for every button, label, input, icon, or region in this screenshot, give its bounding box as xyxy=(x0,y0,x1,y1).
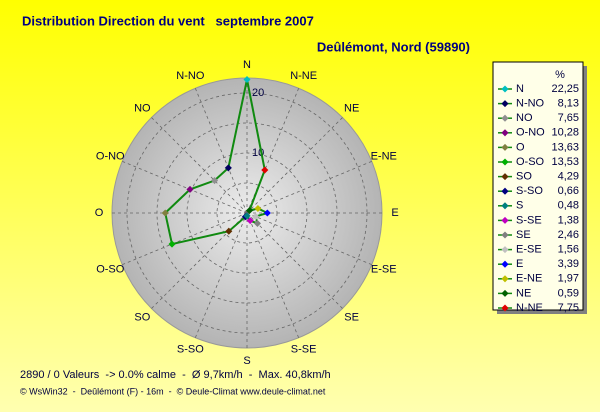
legend-label: N xyxy=(516,83,524,95)
spoke xyxy=(122,212,248,266)
axis-label: O-NO xyxy=(96,150,125,162)
legend-label: N-NO xyxy=(516,98,545,110)
legend-value: 1,38 xyxy=(558,214,579,226)
legend-marker xyxy=(501,158,509,166)
axis-label: N-NE xyxy=(290,70,317,82)
data-point xyxy=(186,185,194,193)
legend-value: 1,97 xyxy=(558,273,579,285)
r-tick-label: 20 xyxy=(252,87,264,99)
legend-marker xyxy=(501,260,509,268)
spoke xyxy=(246,212,372,266)
spoke xyxy=(151,117,248,214)
legend-value: 0,48 xyxy=(558,200,579,212)
legend-marker xyxy=(501,275,509,283)
axis-label: E-SE xyxy=(371,264,397,276)
data-point xyxy=(243,212,251,220)
legend-value: 22,25 xyxy=(551,83,579,95)
legend-value: 0,66 xyxy=(558,185,579,197)
legend-marker xyxy=(501,173,509,181)
spoke xyxy=(246,117,343,214)
data-point xyxy=(252,213,260,221)
legend-label: NO xyxy=(516,112,533,124)
data-point xyxy=(246,217,254,225)
axis-label: S xyxy=(243,355,250,367)
legend-value: 8,13 xyxy=(558,98,579,110)
data-point xyxy=(254,204,262,213)
legend-label: S xyxy=(516,200,523,212)
chart-subtitle: Deûlémont, Nord (59890) xyxy=(317,39,470,54)
legend-value: 13,53 xyxy=(551,156,579,168)
spoke xyxy=(246,160,372,214)
axis-label: SE xyxy=(344,312,359,324)
legend-marker xyxy=(501,100,509,108)
legend-value: 0,59 xyxy=(558,287,579,299)
legend-title: % xyxy=(555,69,565,81)
legend-label: S-SO xyxy=(516,185,543,197)
legend-value: 4,29 xyxy=(558,171,579,183)
legend-marker xyxy=(501,289,509,297)
axis-label: O xyxy=(95,207,104,219)
spoke xyxy=(246,212,300,338)
chart-title: Distribution Direction du vent septembre… xyxy=(22,13,314,28)
legend-label: S-SE xyxy=(516,214,542,226)
spoke xyxy=(246,212,343,309)
data-point xyxy=(261,166,269,174)
legend-label: O-SO xyxy=(516,156,545,168)
legend-label: O xyxy=(516,141,525,153)
axis-label: SO xyxy=(134,312,150,324)
data-point xyxy=(161,209,169,217)
axis-label: O-SO xyxy=(96,264,125,276)
data-point xyxy=(224,164,232,172)
legend-label: O-NO xyxy=(516,127,545,139)
legend-label: E-SE xyxy=(516,244,542,256)
data-point xyxy=(168,240,176,248)
legend-marker xyxy=(501,129,509,137)
legend-marker xyxy=(501,143,509,151)
spoke xyxy=(151,212,248,309)
data-point xyxy=(225,227,233,235)
data-point xyxy=(253,219,261,227)
data-point xyxy=(245,206,254,215)
legend-label: N-NE xyxy=(516,302,543,314)
legend-value: 7,75 xyxy=(558,302,579,314)
spoke xyxy=(194,212,248,338)
axis-label: E-NE xyxy=(371,150,397,162)
legend-label: SO xyxy=(516,171,532,183)
axis-label: S-SE xyxy=(291,344,317,356)
data-point xyxy=(243,75,251,84)
spoke xyxy=(246,88,300,214)
spoke xyxy=(194,88,248,214)
spoke xyxy=(122,160,248,214)
axis-label: E xyxy=(391,207,398,219)
legend-marker xyxy=(501,114,509,122)
legend-marker xyxy=(501,246,509,254)
legend-label: E-NE xyxy=(516,273,542,285)
axis-label: NE xyxy=(344,102,359,114)
legend-marker xyxy=(501,216,509,224)
legend-value: 3,39 xyxy=(558,258,579,270)
legend-marker xyxy=(501,231,509,239)
annotation: 2890 / 0 Valeurs -> 0.0% calme - Ø 9,7km… xyxy=(20,369,331,381)
axis-label: N xyxy=(243,59,251,71)
legend-label: NE xyxy=(516,287,531,299)
axis-label: S-SO xyxy=(177,344,204,356)
legend-value: 1,56 xyxy=(558,244,579,256)
axis-label: NO xyxy=(134,102,151,114)
legend-value: 10,28 xyxy=(551,127,579,139)
legend-value: 7,65 xyxy=(558,112,579,124)
legend-marker xyxy=(501,202,509,210)
legend-label: SE xyxy=(516,229,531,241)
legend-marker xyxy=(501,85,509,93)
data-point xyxy=(263,209,271,217)
legend-value: 13,63 xyxy=(551,141,579,153)
legend-value: 2,46 xyxy=(558,229,579,241)
data-point xyxy=(211,177,219,185)
legend-marker xyxy=(501,304,509,312)
annotation: © WsWin32 - Deûlémont (F) - 16m - © Deul… xyxy=(20,386,326,396)
axis-label: N-NO xyxy=(176,70,205,82)
legend-label: E xyxy=(516,258,523,270)
legend-marker xyxy=(501,187,509,195)
